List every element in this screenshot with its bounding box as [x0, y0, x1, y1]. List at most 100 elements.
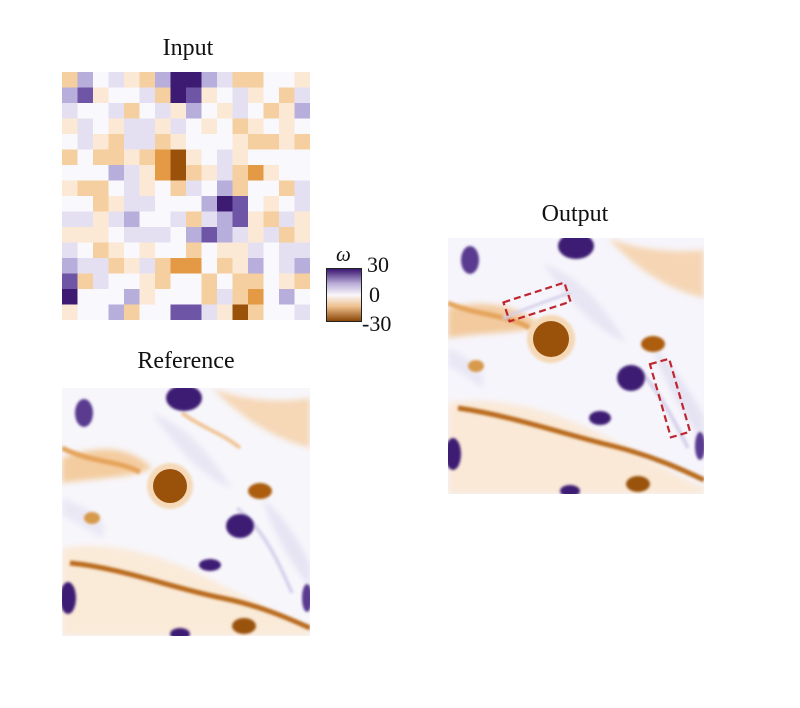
- input-vorticity-grid: [62, 72, 310, 320]
- input-grid-cell: [294, 211, 310, 228]
- input-grid-cell: [93, 134, 109, 150]
- input-grid-cell: [77, 304, 94, 320]
- input-grid-cell: [108, 134, 125, 150]
- input-grid-cell: [201, 149, 218, 166]
- input-grid-cell: [217, 304, 233, 320]
- input-grid-cell: [170, 258, 187, 274]
- input-grid-cell: [201, 118, 218, 135]
- input-grid-cell: [294, 149, 310, 166]
- input-grid-cell: [93, 72, 109, 88]
- input-grid-cell: [124, 273, 140, 290]
- input-grid-cell: [93, 103, 109, 119]
- input-grid-cell: [62, 103, 78, 119]
- input-grid-cell: [62, 227, 78, 243]
- input-grid-cell: [217, 134, 233, 150]
- input-grid-cell: [155, 289, 171, 305]
- output-title: Output: [541, 201, 609, 227]
- input-grid-cell: [77, 134, 94, 150]
- input-grid-cell: [155, 258, 171, 274]
- input-grid-cell: [279, 87, 295, 104]
- input-grid-cell: [201, 87, 218, 104]
- input-grid-cell: [186, 211, 202, 228]
- input-grid-cell: [139, 227, 156, 243]
- input-grid-cell: [155, 211, 171, 228]
- input-grid-cell: [155, 165, 171, 181]
- input-grid-cell: [263, 196, 280, 212]
- input-grid-cell: [294, 289, 310, 305]
- highlight-box-top: [502, 281, 572, 323]
- input-panel: [62, 72, 310, 320]
- input-grid-cell: [248, 242, 264, 259]
- input-grid-cell: [248, 134, 264, 150]
- input-grid-cell: [279, 180, 295, 197]
- input-grid-cell: [93, 242, 109, 259]
- input-grid-cell: [279, 304, 295, 320]
- input-grid-cell: [108, 196, 125, 212]
- input-grid-cell: [93, 211, 109, 228]
- input-grid-cell: [232, 72, 249, 88]
- input-grid-cell: [263, 118, 280, 135]
- input-grid-cell: [124, 103, 140, 119]
- input-grid-cell: [248, 273, 264, 290]
- input-grid-cell: [186, 72, 202, 88]
- input-grid-cell: [248, 211, 264, 228]
- input-grid-cell: [186, 258, 202, 274]
- input-grid-cell: [217, 180, 233, 197]
- input-grid-cell: [279, 211, 295, 228]
- input-grid-cell: [186, 196, 202, 212]
- input-grid-cell: [201, 180, 218, 197]
- reference-vorticity-field: [62, 388, 310, 636]
- input-grid-cell: [217, 273, 233, 290]
- input-grid-cell: [124, 165, 140, 181]
- input-grid-cell: [263, 103, 280, 119]
- input-grid-cell: [217, 196, 233, 212]
- input-grid-cell: [263, 211, 280, 228]
- input-grid-cell: [294, 180, 310, 197]
- input-grid-cell: [139, 196, 156, 212]
- input-grid-cell: [62, 87, 78, 104]
- input-grid-cell: [232, 196, 249, 212]
- input-grid-cell: [155, 134, 171, 150]
- input-grid-cell: [93, 165, 109, 181]
- input-grid-cell: [217, 165, 233, 181]
- input-grid-cell: [124, 289, 140, 305]
- input-grid-cell: [139, 87, 156, 104]
- input-grid-cell: [62, 149, 78, 166]
- input-grid-cell: [294, 273, 310, 290]
- input-grid-cell: [201, 165, 218, 181]
- input-grid-cell: [217, 87, 233, 104]
- input-grid-cell: [93, 227, 109, 243]
- input-grid-cell: [279, 118, 295, 135]
- input-grid-cell: [217, 289, 233, 305]
- input-grid-cell: [77, 242, 94, 259]
- input-grid-cell: [170, 304, 187, 320]
- input-grid-cell: [62, 258, 78, 274]
- output-panel: [448, 238, 704, 494]
- input-grid-cell: [170, 87, 187, 104]
- input-grid-cell: [108, 180, 125, 197]
- input-grid-cell: [263, 149, 280, 166]
- input-grid-cell: [294, 242, 310, 259]
- colorbar-max-label: 30: [367, 252, 389, 277]
- input-grid-cell: [124, 72, 140, 88]
- input-grid-cell: [263, 304, 280, 320]
- input-title: Input: [162, 35, 214, 61]
- input-grid-cell: [201, 134, 218, 150]
- input-grid-cell: [108, 149, 125, 166]
- input-grid-cell: [263, 87, 280, 104]
- input-grid-cell: [217, 103, 233, 119]
- input-grid-cell: [279, 149, 295, 166]
- input-grid-cell: [248, 289, 264, 305]
- input-grid-cell: [139, 273, 156, 290]
- input-grid-cell: [232, 304, 249, 320]
- input-grid-cell: [77, 165, 94, 181]
- input-grid-cell: [62, 72, 78, 88]
- input-grid-cell: [294, 227, 310, 243]
- output-vorticity-field: [448, 238, 704, 494]
- input-grid-cell: [263, 227, 280, 243]
- input-grid-cell: [279, 165, 295, 181]
- input-grid-cell: [77, 149, 94, 166]
- input-grid-cell: [139, 211, 156, 228]
- input-grid-cell: [201, 273, 218, 290]
- input-grid-cell: [62, 273, 78, 290]
